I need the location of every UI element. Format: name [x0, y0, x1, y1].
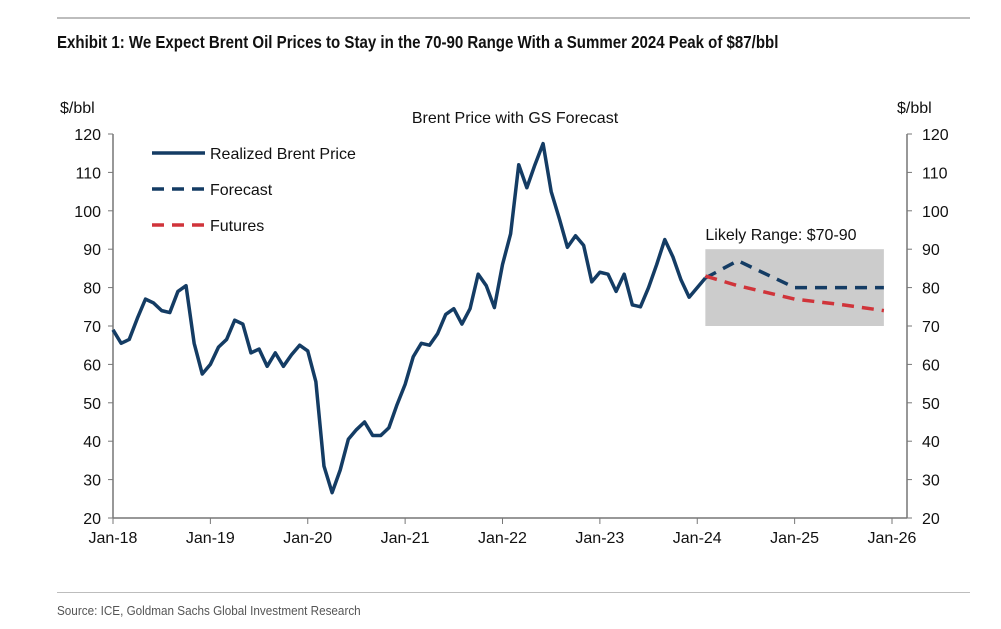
y-tick-label-left: 50 — [83, 396, 101, 413]
y-tick-label-right: 110 — [922, 165, 948, 182]
x-tick-label: Jan-18 — [89, 530, 138, 547]
y-tick-label-right: 70 — [922, 319, 940, 336]
legend-label: Forecast — [210, 182, 273, 199]
series-line-futures — [704, 274, 885, 313]
y-tick-label-right: 40 — [922, 434, 940, 451]
x-tick-label: Jan-26 — [868, 530, 917, 547]
y-tick-label-right: 60 — [922, 357, 940, 374]
y-tick-label-right: 90 — [922, 242, 940, 259]
likely-range-band — [705, 249, 884, 326]
legend-label: Realized Brent Price — [210, 146, 356, 163]
chart-title: Brent Price with GS Forecast — [412, 110, 619, 127]
x-tick-label: Jan-19 — [186, 530, 235, 547]
y-tick-label-right: 80 — [922, 281, 940, 298]
y-tick-label-left: 110 — [75, 165, 101, 182]
y-tick-label-left: 30 — [83, 473, 101, 490]
y-tick-label-left: 20 — [83, 511, 101, 528]
x-tick-label: Jan-21 — [381, 530, 430, 547]
y-tick-label-left: 100 — [74, 204, 101, 221]
series-line-forecast — [704, 258, 884, 290]
x-tick-label: Jan-23 — [575, 530, 624, 547]
y-axis-label-left: $/bbl — [60, 100, 95, 117]
y-tick-label-left: 80 — [83, 281, 101, 298]
bottom-divider — [57, 592, 970, 593]
x-tick-label: Jan-25 — [770, 530, 819, 547]
y-tick-label-right: 120 — [922, 127, 949, 144]
y-axis-label-right: $/bbl — [897, 100, 932, 117]
y-tick-label-right: 20 — [922, 511, 940, 528]
y-tick-label-right: 30 — [922, 473, 940, 490]
source-note: Source: ICE, Goldman Sachs Global Invest… — [57, 603, 361, 618]
y-tick-label-left: 40 — [83, 434, 101, 451]
x-tick-label: Jan-20 — [283, 530, 332, 547]
y-tick-label-right: 50 — [922, 396, 940, 413]
x-tick-label: Jan-22 — [478, 530, 527, 547]
y-tick-label-left: 70 — [83, 319, 101, 336]
y-tick-label-left: 60 — [83, 357, 101, 374]
legend-label: Futures — [210, 218, 264, 235]
likely-range-label: Likely Range: $70-90 — [705, 227, 856, 244]
top-divider — [57, 17, 970, 19]
y-tick-label-left: 120 — [74, 127, 101, 144]
x-tick-label: Jan-24 — [673, 530, 722, 547]
exhibit-title: Exhibit 1: We Expect Brent Oil Prices to… — [57, 32, 779, 52]
series-line-realized-brent-price — [111, 141, 707, 495]
y-tick-label-right: 100 — [922, 204, 949, 221]
y-tick-label-left: 90 — [83, 242, 101, 259]
